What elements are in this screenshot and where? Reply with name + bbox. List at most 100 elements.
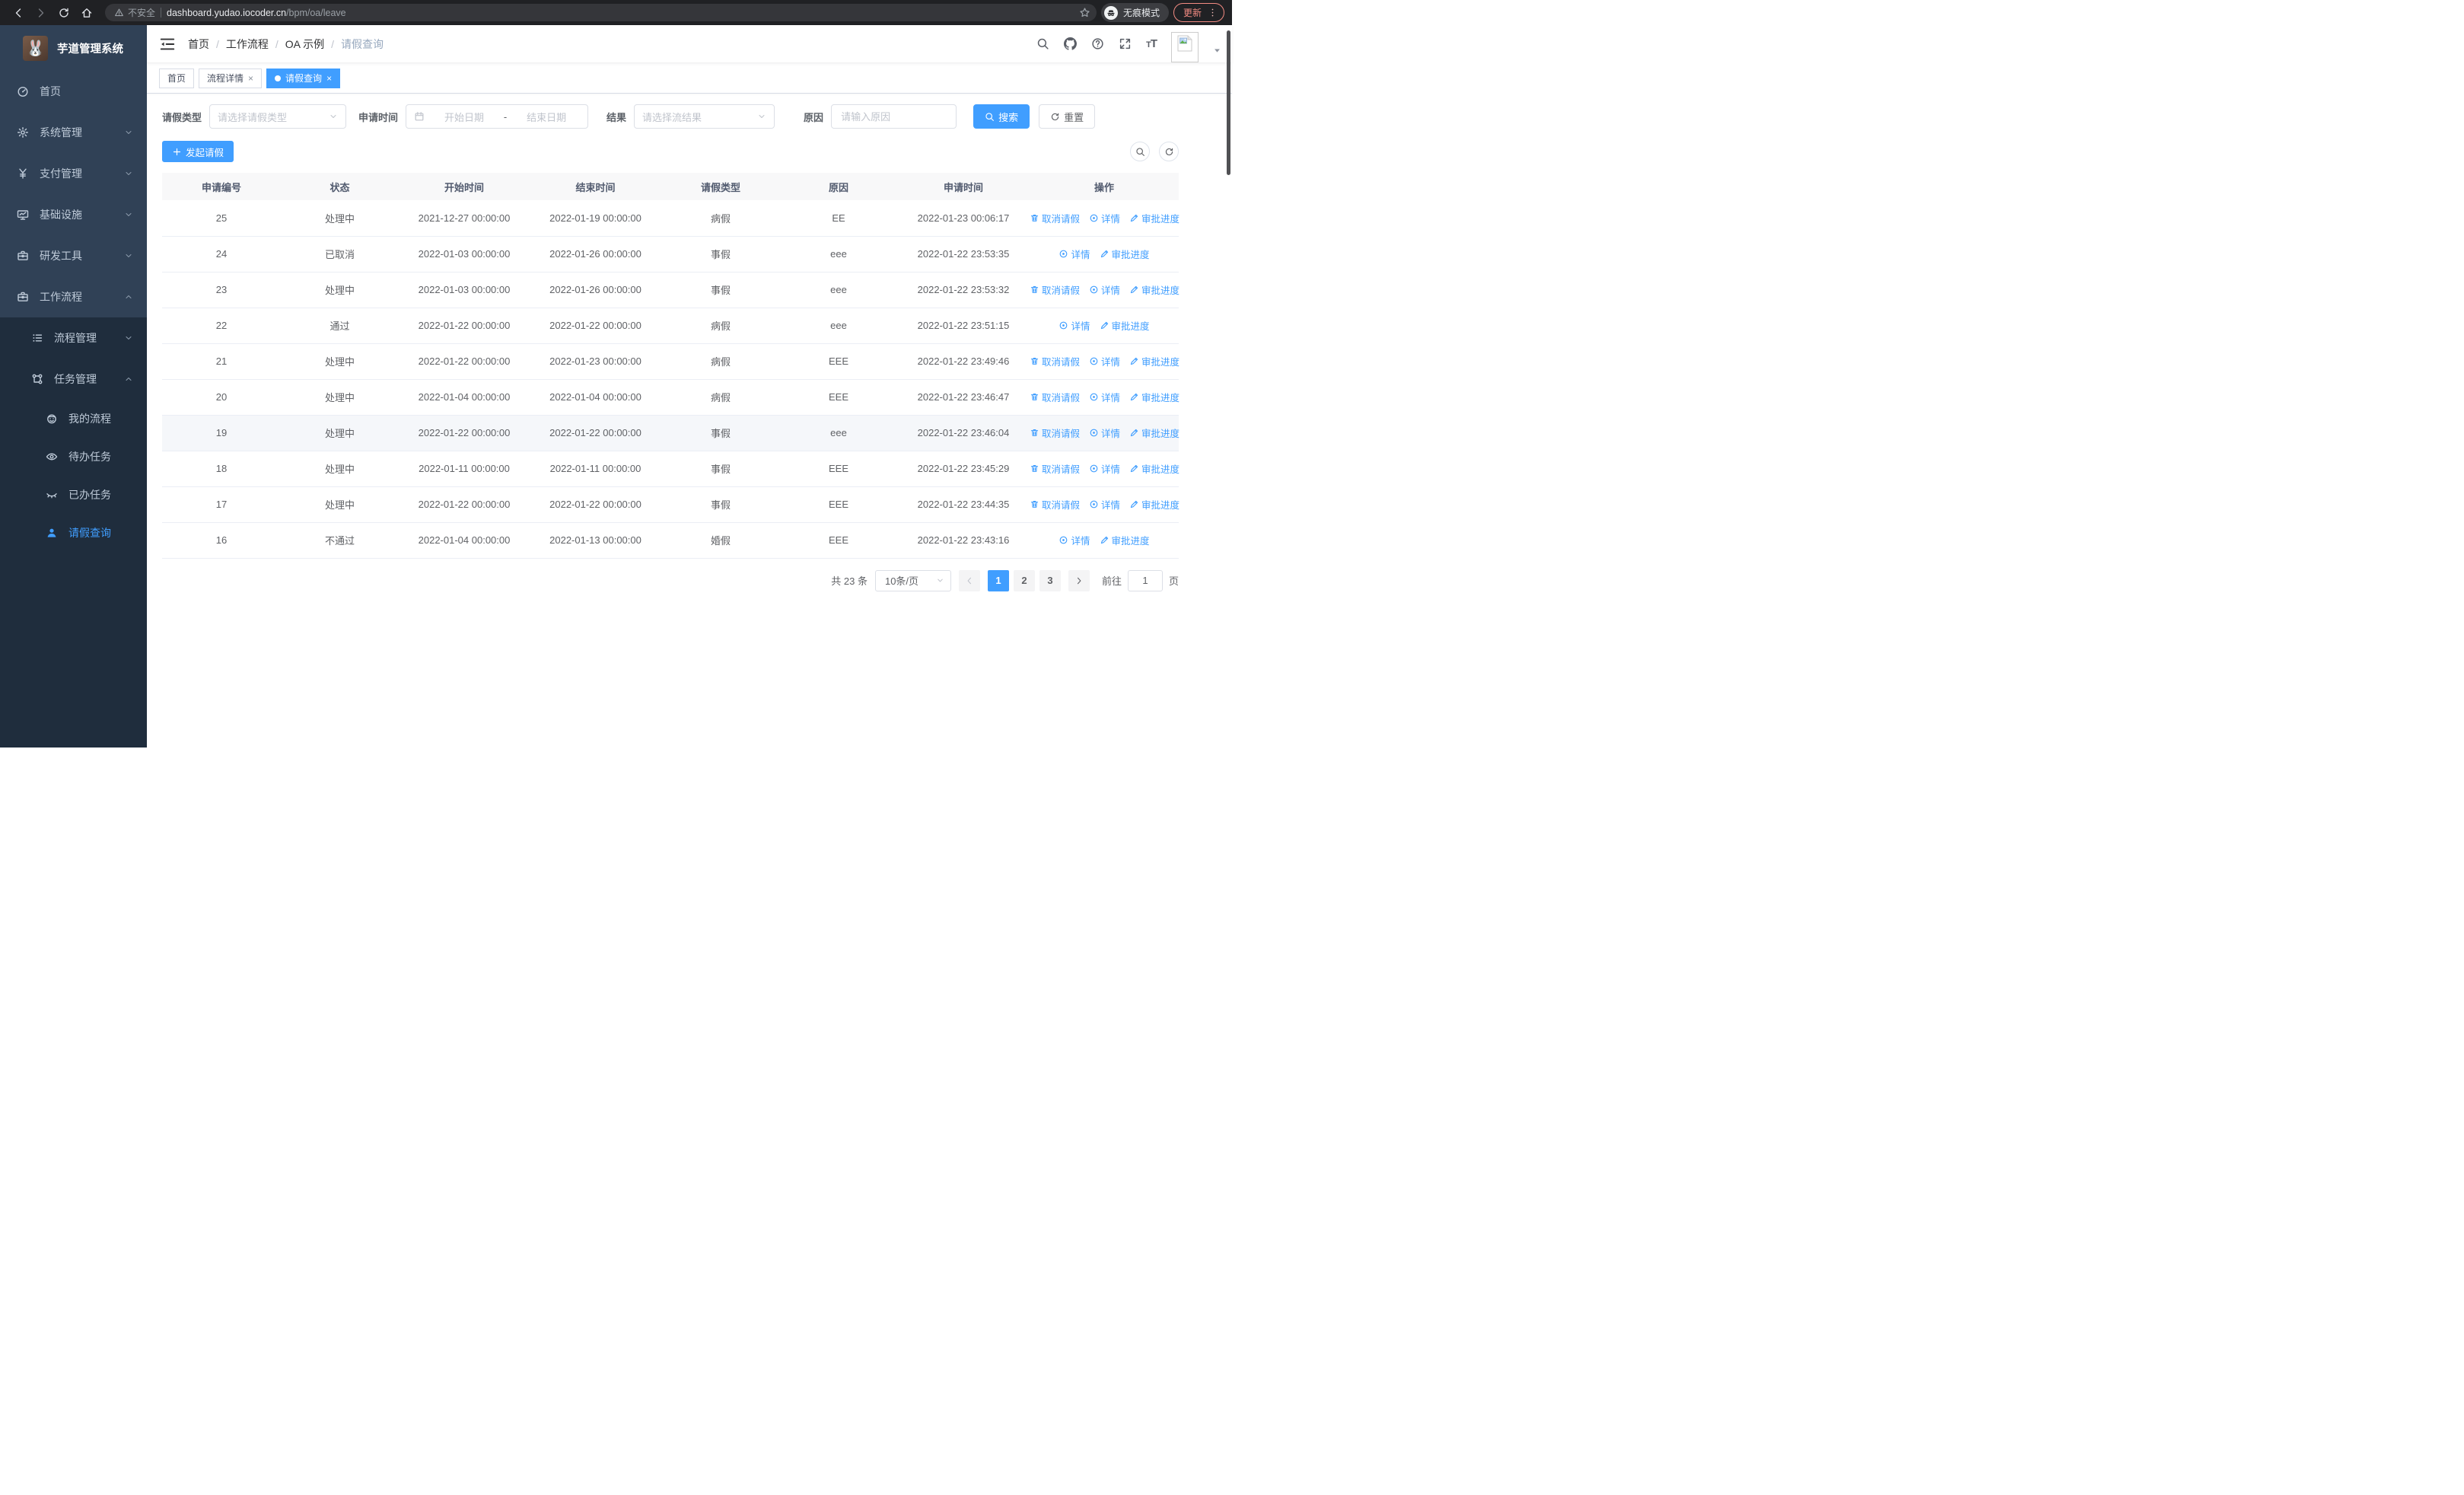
user-avatar[interactable]	[1171, 31, 1199, 62]
cell-end-time: 2022-01-22 00:00:00	[530, 308, 661, 344]
help-button[interactable]	[1091, 37, 1104, 50]
sidebar-collapse-button[interactable]	[159, 36, 176, 53]
cancel-leave-link[interactable]: 取消请假	[1030, 354, 1080, 368]
cell-actions: 详情 审批进度	[1030, 308, 1179, 344]
sidebar-item-workflow[interactable]: 工作流程	[0, 276, 147, 317]
detail-link[interactable]: 详情	[1089, 390, 1120, 404]
table-row: 23 处理中 2022-01-03 00:00:00 2022-01-26 00:00…	[162, 272, 1179, 308]
url-bar[interactable]: 不安全 dashboard.yudao.iocoder.cn/bpm/oa/le…	[105, 4, 1097, 21]
page-button-1[interactable]: 1	[987, 569, 1009, 591]
cancel-leave-link[interactable]: 取消请假	[1030, 390, 1080, 404]
search-button[interactable]: 搜索	[973, 104, 1030, 129]
sidebar-item-infrastructure[interactable]: 基础设施	[0, 194, 147, 235]
approval-progress-link[interactable]: 审批进度	[1129, 354, 1179, 368]
cell-id: 17	[162, 486, 281, 523]
cell-actions: 取消请假 详情 审批进度	[1030, 486, 1179, 523]
detail-link[interactable]: 详情	[1089, 461, 1120, 476]
show-search-toggle-button[interactable]	[1130, 142, 1150, 161]
approval-progress-link[interactable]: 审批进度	[1129, 497, 1179, 512]
approval-progress-link[interactable]: 审批进度	[1100, 318, 1150, 333]
sidebar-item-payment-management[interactable]: 支付管理	[0, 153, 147, 194]
cell-leave-type: 病假	[661, 343, 780, 380]
apply-time-range-picker[interactable]: 开始日期 - 结束日期	[406, 104, 589, 129]
breadcrumb-item[interactable]: 工作流程	[225, 37, 269, 50]
detail-link[interactable]: 详情	[1089, 211, 1120, 225]
app-logo-row[interactable]: 🐰 芋道管理系统	[0, 25, 147, 71]
sidebar-item-task-management[interactable]: 任务管理	[0, 359, 147, 400]
browser-reload-button[interactable]	[55, 4, 73, 22]
prev-page-button[interactable]	[958, 569, 980, 591]
approval-progress-link[interactable]: 审批进度	[1100, 533, 1150, 547]
sidebar-item-label: 基础设施	[40, 209, 82, 221]
cell-start-time: 2022-01-11 00:00:00	[399, 451, 530, 487]
header-search-button[interactable]	[1036, 37, 1049, 50]
approval-progress-link[interactable]: 审批进度	[1129, 426, 1179, 440]
page-button-2[interactable]: 2	[1013, 569, 1035, 591]
detail-link[interactable]: 详情	[1059, 247, 1090, 261]
detail-link[interactable]: 详情	[1089, 426, 1120, 440]
cell-reason: EEE	[780, 379, 897, 416]
close-tab-icon[interactable]: ×	[326, 72, 333, 84]
detail-link[interactable]: 详情	[1059, 533, 1090, 547]
cancel-leave-link[interactable]: 取消请假	[1030, 497, 1080, 512]
cancel-leave-link[interactable]: 取消请假	[1030, 461, 1080, 476]
result-select[interactable]: 请选择流结果	[634, 104, 775, 129]
trash-icon	[1030, 429, 1039, 436]
detail-link[interactable]: 详情	[1059, 318, 1090, 333]
fullscreen-button[interactable]	[1119, 37, 1132, 50]
reason-input[interactable]	[831, 104, 957, 129]
breadcrumb-item[interactable]: 首页	[188, 37, 209, 50]
browser-back-button[interactable]	[9, 4, 27, 22]
browser-forward-button[interactable]	[32, 4, 50, 22]
sidebar-item-dev-tools[interactable]: 研发工具	[0, 235, 147, 276]
breadcrumb-item[interactable]: OA 示例	[285, 37, 325, 50]
cancel-leave-link[interactable]: 取消请假	[1030, 426, 1080, 440]
tab-home[interactable]: 首页	[159, 68, 195, 88]
browser-menu-dots-icon[interactable]	[1208, 8, 1218, 18]
approval-progress-link[interactable]: 审批进度	[1129, 211, 1179, 225]
sidebar-item-todo-tasks[interactable]: 待办任务	[0, 438, 147, 476]
approval-progress-link[interactable]: 审批进度	[1129, 282, 1179, 297]
tab-leave-query[interactable]: 请假查询 ×	[266, 68, 341, 88]
goto-page-input[interactable]	[1127, 569, 1163, 591]
detail-link[interactable]: 详情	[1089, 282, 1120, 297]
detail-link[interactable]: 详情	[1089, 354, 1120, 368]
bookmark-star-icon[interactable]	[1079, 6, 1090, 20]
approval-progress-link[interactable]: 审批进度	[1129, 461, 1179, 476]
incognito-icon	[1107, 9, 1115, 16]
page-button-3[interactable]: 3	[1039, 569, 1061, 591]
page-size-select[interactable]: 10条/页	[874, 569, 951, 591]
browser-update-button[interactable]: 更新	[1173, 3, 1224, 22]
cancel-leave-link[interactable]: 取消请假	[1030, 282, 1080, 297]
user-menu-caret[interactable]	[1213, 44, 1221, 58]
refresh-table-button[interactable]	[1159, 142, 1179, 161]
cell-apply-time: 2022-01-22 23:51:15	[897, 308, 1030, 344]
create-leave-button[interactable]: 发起请假	[162, 141, 234, 162]
approval-progress-link[interactable]: 审批进度	[1100, 247, 1150, 261]
eye-detail-icon	[1060, 536, 1068, 544]
calendar-icon	[415, 112, 424, 121]
cancel-leave-link[interactable]: 取消请假	[1030, 211, 1080, 225]
table-row: 21 处理中 2022-01-22 00:00:00 2022-01-23 00:00…	[162, 343, 1179, 380]
leave-type-select[interactable]: 请选择请假类型	[209, 104, 347, 129]
tab-process-detail[interactable]: 流程详情 ×	[199, 68, 263, 88]
sidebar-item-system-management[interactable]: 系统管理	[0, 112, 147, 153]
table-row: 17 处理中 2022-01-22 00:00:00 2022-01-22 00:00…	[162, 486, 1179, 523]
sidebar-item-home[interactable]: 首页	[0, 71, 147, 112]
scrollbar-thumb[interactable]	[1227, 30, 1230, 175]
close-tab-icon[interactable]: ×	[248, 72, 254, 84]
approval-progress-link[interactable]: 审批进度	[1129, 390, 1179, 404]
sidebar-item-leave-query[interactable]: 请假查询	[0, 514, 147, 552]
column-header: 申请时间	[897, 173, 1030, 200]
detail-link[interactable]: 详情	[1089, 497, 1120, 512]
browser-home-button[interactable]	[78, 4, 96, 22]
sidebar-item-process-management[interactable]: 流程管理	[0, 317, 147, 359]
chevron-up-icon	[126, 295, 132, 299]
font-size-button[interactable]: TT	[1146, 37, 1157, 50]
github-link[interactable]	[1064, 37, 1078, 50]
sidebar-item-my-process[interactable]: 我的流程	[0, 400, 147, 438]
reset-button[interactable]: 重置	[1039, 104, 1096, 129]
cell-reason: EEE	[780, 343, 897, 380]
next-page-button[interactable]	[1068, 569, 1090, 591]
sidebar-item-done-tasks[interactable]: 已办任务	[0, 476, 147, 514]
